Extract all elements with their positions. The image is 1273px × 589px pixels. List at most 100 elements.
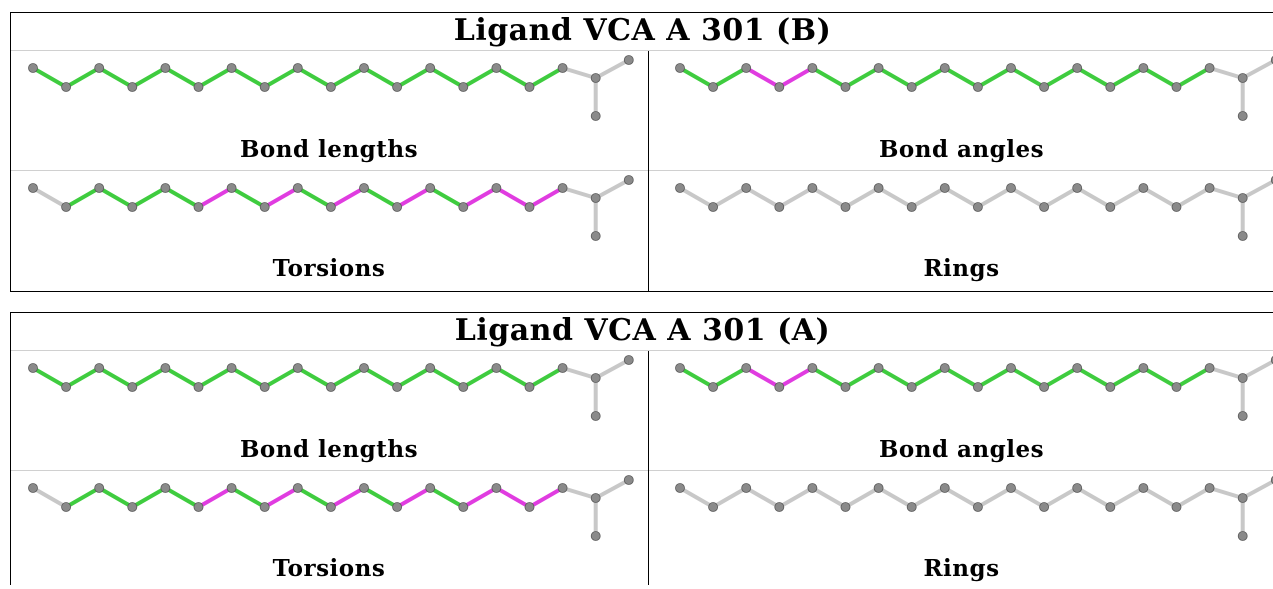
panel-label: Rings: [923, 555, 1000, 582]
atom: [623, 55, 634, 65]
atom: [292, 63, 303, 73]
bond: [527, 486, 565, 509]
panel-bond-lengths: Bond lengths: [11, 351, 647, 469]
bond: [295, 66, 333, 89]
atom: [325, 502, 336, 512]
atom: [873, 483, 884, 493]
atom: [1072, 483, 1083, 493]
bond: [810, 486, 848, 509]
bond: [527, 66, 565, 89]
atom: [458, 502, 469, 512]
bond: [593, 478, 631, 500]
atom: [675, 63, 685, 73]
atom: [425, 483, 436, 493]
atom: [840, 82, 851, 92]
atom: [741, 363, 752, 373]
atom: [491, 483, 502, 493]
panel-bond-lengths: Bond lengths: [11, 51, 647, 169]
bond: [1207, 186, 1245, 200]
divider: [11, 170, 1273, 171]
atom: [807, 183, 818, 193]
bond: [777, 186, 815, 209]
atom: [28, 63, 38, 73]
column-divider: [648, 51, 649, 291]
atom: [1105, 82, 1116, 92]
atom: [458, 82, 469, 92]
atom: [675, 183, 685, 193]
atom: [1204, 63, 1215, 73]
atom: [590, 231, 601, 241]
atom: [590, 373, 601, 383]
bond: [1240, 179, 1273, 200]
bond: [777, 486, 815, 509]
atom: [1204, 483, 1215, 493]
bond: [428, 186, 466, 209]
atom: [61, 502, 71, 512]
bond: [909, 186, 947, 209]
atom: [774, 502, 785, 512]
atom: [491, 63, 502, 73]
atom: [623, 475, 634, 485]
panel-torsions: Torsions: [11, 171, 647, 289]
bond: [1174, 186, 1212, 209]
atom: [807, 483, 818, 493]
bond: [295, 486, 333, 509]
atom: [906, 202, 917, 212]
atom: [94, 483, 105, 493]
bond: [1141, 66, 1179, 89]
bond: [942, 66, 980, 89]
atom: [226, 63, 237, 73]
bond: [942, 486, 980, 509]
bond: [64, 366, 102, 389]
bond: [461, 366, 499, 389]
bond: [295, 186, 333, 209]
atom: [675, 363, 685, 373]
atom: [127, 382, 138, 392]
atom: [524, 82, 535, 92]
molecule-diagram: [28, 175, 634, 241]
bond: [744, 486, 782, 509]
atom: [906, 382, 917, 392]
atom: [193, 382, 204, 392]
bond: [744, 186, 782, 209]
atom: [807, 363, 818, 373]
atom: [392, 382, 403, 392]
bond: [130, 66, 168, 89]
bond: [494, 366, 532, 389]
atom: [840, 202, 851, 212]
atom: [557, 483, 568, 493]
panel-rings: Rings: [649, 471, 1273, 589]
bond: [1141, 186, 1179, 209]
bond: [560, 186, 598, 200]
bond: [1174, 66, 1212, 89]
bond: [1042, 66, 1080, 89]
panel-label: Bond angles: [878, 436, 1045, 463]
atom: [708, 202, 718, 212]
atom: [840, 502, 851, 512]
atom: [1006, 483, 1016, 493]
bond: [1042, 366, 1080, 389]
bond: [395, 366, 433, 389]
bond: [876, 186, 914, 209]
molecule-diagram: [28, 55, 634, 121]
atom: [292, 363, 303, 373]
bond: [909, 366, 947, 389]
atom: [590, 411, 601, 421]
bond: [1240, 359, 1273, 380]
bond: [560, 486, 598, 500]
panel-rings: Rings: [649, 171, 1273, 289]
atom: [94, 363, 105, 373]
bond: [975, 66, 1013, 89]
bond: [428, 486, 466, 509]
bond: [678, 366, 716, 389]
bond: [942, 186, 980, 209]
atom: [1138, 483, 1149, 493]
atom: [708, 382, 718, 392]
bond: [876, 366, 914, 389]
atom: [1105, 382, 1116, 392]
bond: [262, 366, 300, 389]
atom: [774, 202, 785, 212]
bond: [461, 186, 499, 209]
atom: [292, 183, 303, 193]
atom: [590, 193, 601, 203]
